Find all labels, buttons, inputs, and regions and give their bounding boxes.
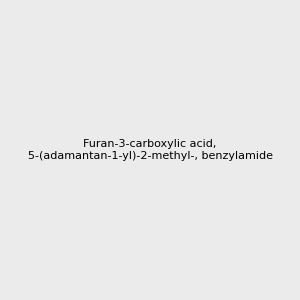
Text: Furan-3-carboxylic acid, 5-(adamantan-1-yl)-2-methyl-, benzylamide: Furan-3-carboxylic acid, 5-(adamantan-1-… — [28, 139, 272, 161]
